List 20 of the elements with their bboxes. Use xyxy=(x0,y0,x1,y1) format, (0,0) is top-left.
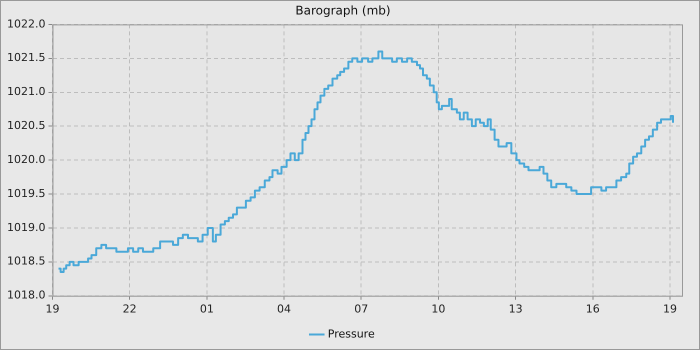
y-tick-label: 1018.5 xyxy=(6,254,46,268)
x-tick-label: 16 xyxy=(586,302,600,316)
y-tick-label: 1018.0 xyxy=(6,288,46,302)
y-tick-label: 1020.0 xyxy=(6,152,46,166)
y-tick-label: 1021.0 xyxy=(6,85,46,98)
x-tick-label: 04 xyxy=(277,302,292,316)
legend-label: Pressure xyxy=(328,327,375,340)
y-tick-label: 1019.5 xyxy=(6,186,46,200)
y-tick-label: 1020.5 xyxy=(6,119,46,132)
y-tick-label: 1019.0 xyxy=(6,220,46,234)
x-tick-label: 22 xyxy=(122,302,137,316)
x-tick-label: 10 xyxy=(431,302,446,316)
x-tick-label: 01 xyxy=(200,302,214,316)
x-tick-label: 19 xyxy=(45,302,60,316)
x-tick-label: 07 xyxy=(354,302,368,316)
x-tick-label: 13 xyxy=(508,302,523,316)
chart-title: Barograph (mb) xyxy=(295,3,391,18)
y-tick-label: 1022.0 xyxy=(6,17,46,30)
y-tick-label: 1021.5 xyxy=(6,51,46,64)
x-tick-label: 19 xyxy=(662,302,677,316)
